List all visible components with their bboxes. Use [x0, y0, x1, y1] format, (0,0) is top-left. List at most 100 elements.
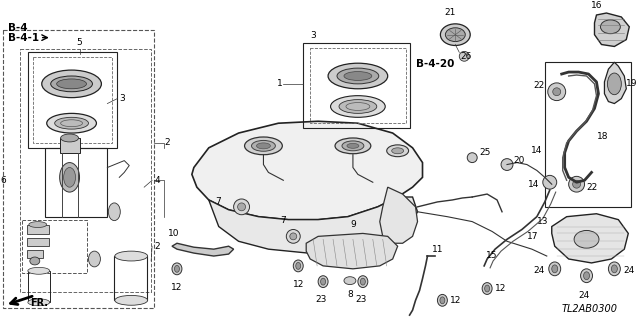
Text: 9: 9 [350, 220, 356, 229]
Ellipse shape [335, 138, 371, 154]
Text: TL2AB0300: TL2AB0300 [562, 304, 618, 314]
Ellipse shape [467, 153, 477, 163]
Text: 23: 23 [355, 295, 367, 304]
Text: 4: 4 [154, 176, 160, 185]
Ellipse shape [172, 263, 182, 275]
Text: 14: 14 [531, 146, 543, 155]
Polygon shape [172, 243, 234, 256]
Polygon shape [604, 62, 627, 104]
Text: 12: 12 [495, 284, 506, 293]
Text: 17: 17 [527, 232, 539, 241]
Ellipse shape [290, 233, 297, 240]
Ellipse shape [29, 222, 47, 228]
Text: 2: 2 [164, 138, 170, 148]
Ellipse shape [342, 141, 364, 151]
Ellipse shape [482, 283, 492, 294]
Ellipse shape [607, 73, 621, 95]
Bar [27, 225, 49, 235]
Ellipse shape [286, 229, 300, 243]
Text: 1: 1 [276, 79, 282, 88]
Text: 3: 3 [119, 94, 125, 103]
Ellipse shape [57, 79, 86, 89]
Text: 22: 22 [586, 183, 598, 192]
Text: B-4-20: B-4-20 [415, 59, 454, 69]
Polygon shape [552, 214, 628, 263]
Text: 8: 8 [347, 291, 353, 300]
Ellipse shape [392, 148, 404, 154]
Text: 3: 3 [310, 31, 316, 40]
Text: 26: 26 [460, 52, 472, 61]
Ellipse shape [234, 199, 250, 215]
Text: 22: 22 [534, 81, 545, 90]
Circle shape [553, 88, 561, 96]
Text: B-4: B-4 [8, 23, 28, 33]
Ellipse shape [244, 137, 282, 155]
Polygon shape [306, 233, 397, 269]
Ellipse shape [358, 276, 368, 288]
Ellipse shape [61, 134, 79, 142]
Ellipse shape [552, 265, 557, 273]
Ellipse shape [88, 251, 100, 267]
Polygon shape [209, 197, 417, 253]
Ellipse shape [360, 278, 365, 285]
Text: 10: 10 [168, 229, 180, 238]
Text: 18: 18 [596, 132, 608, 140]
Ellipse shape [440, 297, 445, 304]
Text: 24: 24 [534, 266, 545, 275]
Text: 11: 11 [433, 245, 444, 254]
Text: 14: 14 [529, 180, 540, 189]
Ellipse shape [47, 113, 97, 133]
Text: 2: 2 [154, 242, 160, 251]
Text: 23: 23 [316, 295, 327, 304]
Ellipse shape [318, 276, 328, 288]
Ellipse shape [574, 230, 599, 248]
Ellipse shape [51, 76, 92, 92]
Text: 7: 7 [215, 197, 221, 206]
Ellipse shape [337, 68, 379, 84]
Text: 24: 24 [578, 292, 589, 300]
Ellipse shape [293, 260, 303, 272]
Polygon shape [192, 121, 422, 220]
Text: FR.: FR. [30, 298, 48, 308]
Ellipse shape [30, 257, 40, 265]
Ellipse shape [42, 70, 101, 98]
Ellipse shape [387, 145, 408, 157]
Circle shape [573, 180, 580, 188]
Ellipse shape [600, 20, 620, 34]
Ellipse shape [548, 262, 561, 276]
Ellipse shape [484, 285, 490, 292]
Text: 12: 12 [172, 283, 182, 292]
Ellipse shape [580, 269, 593, 283]
Ellipse shape [347, 143, 359, 148]
Ellipse shape [252, 140, 275, 151]
Circle shape [569, 176, 584, 192]
Ellipse shape [584, 272, 589, 280]
Text: 13: 13 [537, 217, 548, 226]
Ellipse shape [437, 294, 447, 306]
Ellipse shape [54, 117, 88, 129]
Ellipse shape [115, 251, 148, 261]
Ellipse shape [63, 167, 76, 187]
Ellipse shape [440, 24, 470, 45]
Bar [60, 138, 79, 153]
Ellipse shape [175, 265, 179, 272]
Ellipse shape [28, 268, 50, 274]
Ellipse shape [60, 163, 79, 192]
Text: 15: 15 [486, 251, 498, 260]
Bar [27, 250, 43, 258]
Ellipse shape [115, 295, 148, 305]
Polygon shape [595, 13, 629, 46]
Text: 24: 24 [623, 266, 635, 275]
Text: 12: 12 [292, 280, 304, 289]
Text: B-4-1: B-4-1 [8, 33, 39, 43]
Bar [27, 238, 49, 246]
Circle shape [548, 83, 566, 100]
Ellipse shape [328, 63, 388, 89]
Polygon shape [380, 187, 417, 243]
Text: 12: 12 [451, 296, 461, 305]
Text: 25: 25 [479, 148, 490, 157]
Ellipse shape [344, 72, 372, 80]
Ellipse shape [321, 278, 326, 285]
Text: 21: 21 [445, 8, 456, 17]
Ellipse shape [28, 299, 50, 306]
